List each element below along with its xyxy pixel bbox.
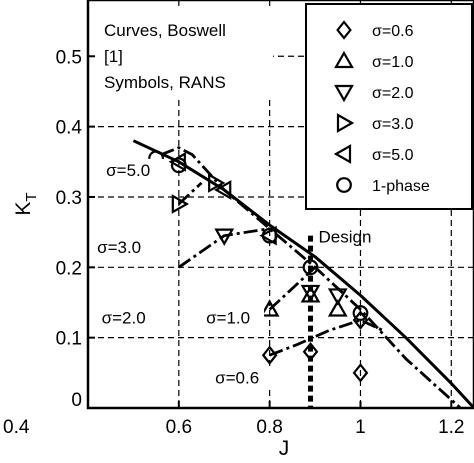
marker-triangle-right — [171, 194, 190, 214]
curve-label: σ=2.0 — [102, 309, 146, 328]
curve-label: σ=0.6 — [215, 368, 259, 387]
source-note-line-3: Symbols, RANS — [104, 73, 226, 92]
curve-label-background — [204, 306, 265, 329]
y-axis-title: KT — [12, 192, 40, 215]
x-axis-title: J — [279, 437, 290, 460]
marker-triangle-left — [214, 180, 232, 200]
axis-ticks: 0.4 0.6 0.8 1 1.2 0 0.1 0.2 0.3 0.4 0.5 — [3, 47, 465, 438]
curve-label-background — [213, 366, 274, 389]
curve-labels: σ=5.0 σ=3.0 σ=2.0 σ=1.0 σ=0.6 — [95, 158, 274, 389]
curve-line — [269, 318, 384, 357]
marker-triangle-down — [300, 284, 321, 303]
x-tick-label: 1 — [355, 417, 366, 438]
data-markers — [148, 150, 369, 383]
marker-circle — [302, 259, 319, 276]
legend-marker-triangle-up — [334, 50, 354, 69]
svg-text:KT: KT — [12, 192, 40, 215]
marker-triangle-down — [214, 228, 235, 246]
y-axis-title-sub: T — [23, 192, 40, 201]
legend-marker-circle — [336, 177, 352, 193]
y-tick-label: 0.2 — [56, 258, 82, 279]
x-tick-label: 0.4 — [3, 417, 30, 438]
x-tick-label: 0.8 — [256, 417, 282, 438]
y-axis-title-main: K — [12, 202, 35, 216]
source-note-box — [98, 10, 273, 98]
marker-circle — [352, 305, 369, 321]
marker-triangle-up — [327, 299, 348, 317]
legend-label: σ=0.6 — [372, 23, 414, 40]
source-note: Curves, Boswell [1] Symbols, RANS — [98, 10, 273, 98]
design-label: Design — [319, 228, 372, 247]
marker-circle — [170, 157, 187, 174]
curve-label: σ=3.0 — [97, 238, 141, 257]
legend-label: σ=1.0 — [372, 54, 414, 71]
y-tick-label: 0.4 — [56, 118, 83, 139]
marker-triangle-down — [327, 288, 348, 306]
source-note-line-1: Curves, Boswell — [104, 21, 226, 40]
x-tick-label: 0.6 — [166, 417, 192, 438]
marker-triangle-up — [259, 299, 280, 317]
legend-marker-triangle-right — [336, 113, 355, 133]
x-tick-label: 1.2 — [438, 417, 464, 438]
legend-box — [305, 3, 473, 210]
legend-label: 1-phase — [372, 178, 430, 195]
marker-diamond — [352, 363, 369, 383]
legend-marker-triangle-down — [334, 84, 354, 103]
curve-label-background — [104, 158, 165, 181]
legend-label: σ=5.0 — [372, 147, 414, 164]
curve-label: σ=1.0 — [206, 309, 250, 328]
legend-label: σ=2.0 — [372, 85, 414, 102]
curve-label-background — [95, 236, 156, 259]
legend-marker-triangle-left — [333, 144, 352, 164]
marker-diamond — [302, 341, 319, 362]
marker-diamond — [261, 345, 278, 366]
y-tick-label: 0.1 — [56, 329, 82, 350]
legend-label: σ=3.0 — [372, 116, 414, 133]
curves — [132, 139, 474, 410]
y-tick-label: 0.3 — [56, 188, 82, 209]
curve-label: σ=5.0 — [106, 161, 150, 180]
curve-line — [160, 146, 462, 410]
marker-triangle-right — [208, 173, 226, 193]
marker-circle — [261, 227, 278, 244]
legend-marker-diamond — [336, 20, 352, 40]
legend: σ=0.6 σ=1.0 σ=2.0 σ=3.0 σ=5.0 1-phase — [305, 3, 473, 210]
curve-line — [132, 139, 474, 410]
design-line: Design — [308, 228, 372, 408]
curve-label-background — [99, 306, 160, 329]
plot-frame — [86, 0, 474, 410]
curve-line — [178, 227, 270, 269]
source-note-line-2: [1] — [104, 47, 123, 66]
y-tick-label: 0 — [71, 390, 82, 411]
y-tick-label: 0.5 — [56, 47, 82, 68]
